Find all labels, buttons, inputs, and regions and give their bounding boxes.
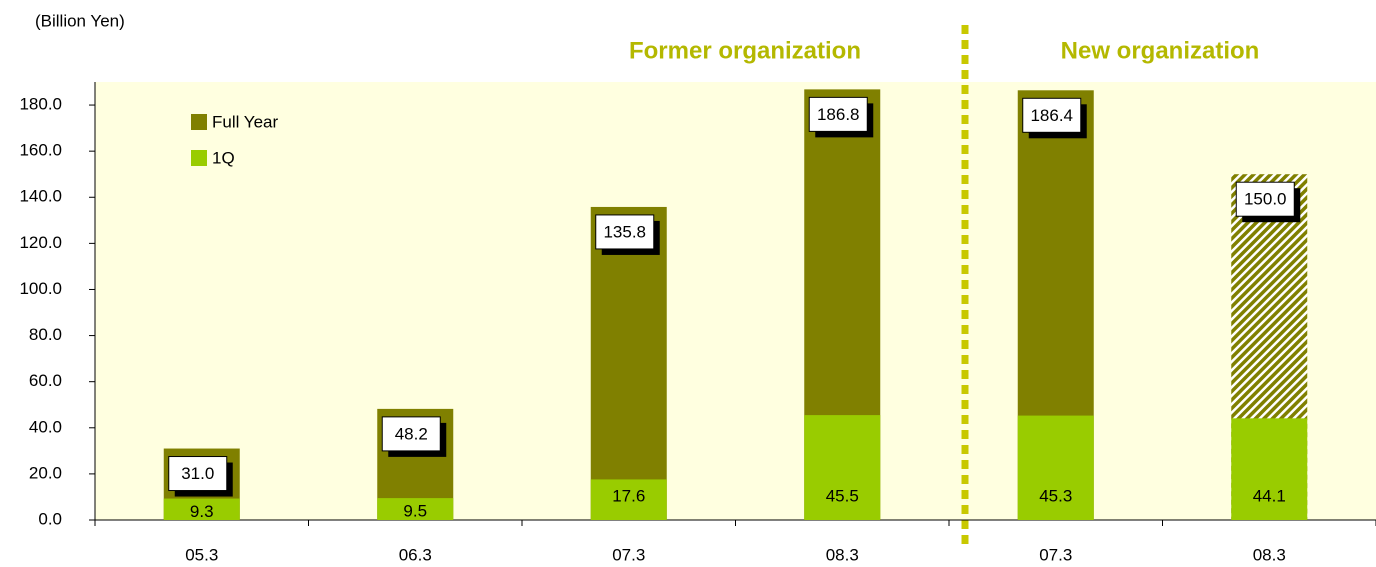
legend-swatch	[191, 114, 207, 130]
bar	[1017, 415, 1094, 520]
y-tick-label: 140.0	[19, 187, 62, 206]
y-tick-label: 40.0	[29, 417, 62, 436]
bar	[590, 479, 667, 520]
bar	[590, 206, 667, 521]
data-label: 45.5	[826, 486, 859, 505]
x-tick-label: 05.3	[185, 545, 218, 564]
legend-swatch	[191, 150, 207, 166]
annotation: Former organization	[629, 37, 861, 64]
data-label: 135.8	[603, 222, 646, 241]
data-label: 9.5	[403, 502, 427, 521]
bar	[804, 415, 881, 520]
y-tick-label: 20.0	[29, 463, 62, 482]
bar	[163, 498, 240, 520]
label-box	[595, 214, 655, 250]
plot-area	[95, 82, 1376, 520]
label-box	[1022, 97, 1082, 133]
data-label: 45.3	[1039, 486, 1072, 505]
y-tick-label: 80.0	[29, 325, 62, 344]
data-label: 48.2	[395, 424, 428, 443]
x-tick-label: 07.3	[1039, 545, 1072, 564]
y-tick-label: 180.0	[19, 95, 62, 114]
label-box	[1235, 181, 1295, 217]
legend-label: 1Q	[212, 148, 235, 167]
annotation: New organization	[1061, 37, 1260, 64]
data-label: 44.1	[1253, 486, 1286, 505]
y-tick-label: 0.0	[38, 509, 62, 528]
legend-label: Full Year	[212, 112, 278, 131]
y-tick-label: 100.0	[19, 279, 62, 298]
label-box	[381, 416, 441, 452]
bar	[1231, 418, 1308, 520]
data-label: 186.4	[1030, 106, 1073, 125]
unit-label: (Billion Yen)	[35, 11, 125, 30]
y-tick-label: 120.0	[19, 233, 62, 252]
data-label: 186.8	[817, 105, 860, 124]
data-label: 31.0	[181, 464, 214, 483]
data-label: 150.0	[1244, 190, 1287, 209]
x-tick-label: 08.3	[1253, 545, 1286, 564]
label-box	[808, 96, 868, 132]
x-tick-label: 06.3	[399, 545, 432, 564]
data-label: 9.3	[190, 502, 214, 521]
x-tick-label: 07.3	[612, 545, 645, 564]
label-box	[168, 456, 228, 492]
data-label: 17.6	[612, 486, 645, 505]
bar	[377, 498, 454, 520]
x-tick-label: 08.3	[826, 545, 859, 564]
y-tick-label: 160.0	[19, 141, 62, 160]
y-tick-label: 60.0	[29, 371, 62, 390]
